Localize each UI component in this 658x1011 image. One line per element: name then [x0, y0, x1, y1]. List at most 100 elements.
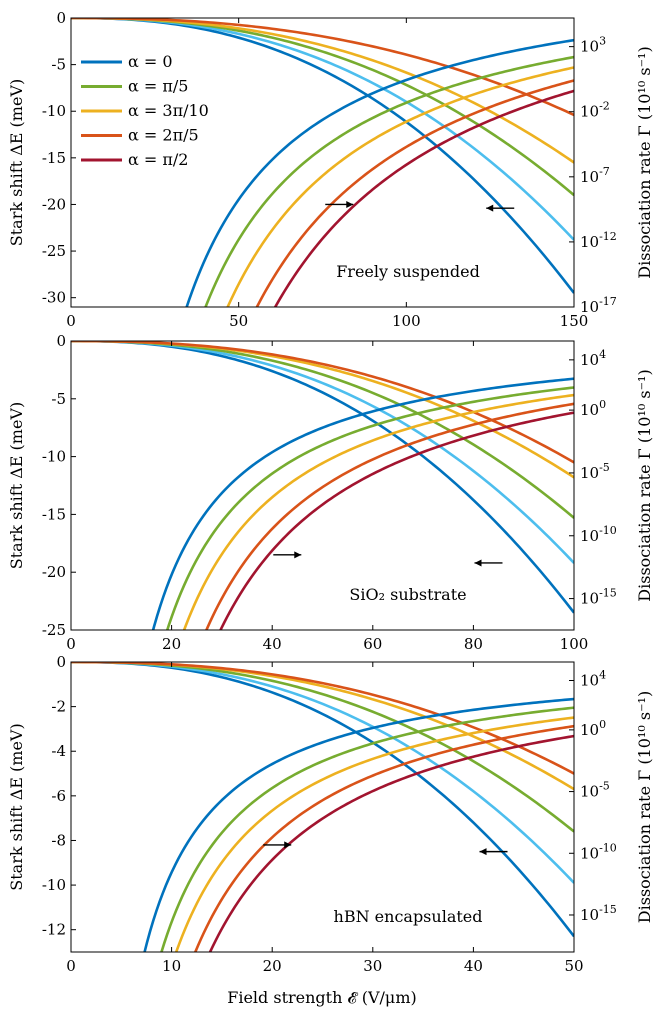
dissociation-rate-curve-4 — [205, 402, 574, 630]
x-tick-label: 100 — [560, 635, 589, 653]
dissociation-rate-curve-2 — [165, 386, 574, 630]
y-left-tick-label: -5 — [51, 56, 66, 74]
dissociation-rate-curve-3 — [174, 716, 574, 952]
y-right-tick-label: 10-12 — [580, 230, 617, 251]
y-left-tick-label: -10 — [42, 102, 66, 120]
dissociation-rate-curve-1 — [143, 697, 574, 952]
y-right-tick-label: 10-5 — [580, 780, 610, 801]
plot-area — [71, 341, 574, 630]
y-right-tick-label: 104 — [580, 348, 606, 369]
x-tick-label: 30 — [363, 957, 382, 975]
arrow-head — [486, 204, 494, 212]
y-left-axis-label: Stark shift ΔE (meV) — [7, 402, 26, 569]
y-left-tick-label: -20 — [42, 195, 66, 213]
x-tick-label: 40 — [263, 635, 282, 653]
axes-frame — [70, 17, 575, 308]
legend-label: α = 2π/5 — [128, 126, 199, 145]
stark-shift-curve-4 — [71, 662, 574, 791]
dissociation-rate-curve-1 — [185, 38, 574, 307]
y-right-axis-label: Dissociation rate Γ (10¹⁰ s⁻¹) — [635, 369, 654, 601]
arrow-head — [474, 559, 482, 567]
y-left-tick-label: -8 — [51, 831, 66, 849]
dissociation-rate-curve-4 — [255, 79, 574, 307]
y-right-tick-label: 104 — [580, 669, 606, 690]
panel-1: 0 50 100 150 0 -5 -10 -15 -20 -25 -30 103 10-2 10-7 10… — [7, 9, 654, 330]
y-left-tick-label: -2 — [51, 698, 66, 716]
arrow-right-icon — [325, 200, 354, 208]
dissociation-rate-curve-5 — [273, 89, 574, 307]
axes-frame — [70, 340, 575, 631]
arrow-head — [294, 551, 302, 559]
dissociation-rate-curve-2 — [204, 55, 574, 307]
x-tick-label: 20 — [263, 957, 282, 975]
y-left-tick-label: -15 — [42, 505, 66, 523]
x-tick-label: 0 — [66, 957, 76, 975]
y-right-tick-label: 10-15 — [580, 587, 617, 608]
panel-annotation: Freely suspended — [336, 262, 480, 281]
y-right-tick-label: 10-10 — [580, 841, 617, 862]
x-tick-label: 50 — [229, 312, 248, 330]
y-left-axis-label: Stark shift ΔE (meV) — [7, 79, 26, 246]
dissociation-rate-curve-4 — [193, 724, 574, 952]
x-axis-label: Field strength 𝓔 (V/μm) — [227, 988, 417, 1007]
x-tick-label: 20 — [162, 635, 181, 653]
x-tick-label: 150 — [560, 312, 589, 330]
panel-3: 0 10 20 30 40 50 0 -2 -4 -6 -8 -10 -12 104 100 10-5 10-1… — [7, 653, 654, 975]
y-right-axis-label: Dissociation rate Γ (10¹⁰ s⁻¹) — [635, 46, 654, 278]
legend-label: α = π/2 — [128, 150, 188, 169]
panel-annotation: hBN encapsulated — [334, 907, 483, 926]
dissociation-rate-curve-5 — [208, 734, 574, 952]
panel-annotation: SiO₂ substrate — [349, 585, 466, 604]
axes-frame — [70, 661, 575, 953]
panel-2: 0 20 40 60 80 100 0 -5 -10 -15 -20 -25 104 100 10-5 10-… — [7, 332, 654, 653]
x-tick-label: 10 — [162, 957, 181, 975]
legend: α = 0 α = π/5 α = 3π/10 α = 2π/5 α = π/2 — [81, 52, 209, 169]
arrow-head — [479, 848, 487, 856]
dissociation-rate-curve-3 — [182, 393, 574, 630]
arrow-right-icon — [273, 551, 302, 559]
y-left-tick-label: -12 — [42, 921, 66, 939]
y-right-tick-label: 10-17 — [580, 295, 617, 316]
legend-label: α = 3π/10 — [128, 101, 209, 120]
y-left-tick-label: -10 — [42, 876, 66, 894]
dissociation-rate-curve-3 — [226, 66, 574, 307]
plot-area — [71, 662, 574, 952]
stark-shift-curve-5 — [71, 662, 574, 775]
y-left-tick-label: -4 — [51, 742, 66, 760]
y-left-tick-label: -5 — [51, 390, 66, 408]
y-left-tick-label: -30 — [42, 289, 66, 307]
legend-label: α = π/5 — [128, 77, 188, 96]
y-left-tick-label: -6 — [51, 787, 66, 805]
y-left-tick-label: -25 — [42, 242, 66, 260]
y-right-tick-label: 10-2 — [580, 100, 610, 121]
stark-shift-curve-5 — [71, 18, 574, 117]
y-left-tick-label: 0 — [56, 653, 66, 671]
y-right-tick-label: 10-7 — [580, 165, 610, 186]
x-tick-label: 0 — [66, 312, 76, 330]
x-tick-label: 40 — [464, 957, 483, 975]
dissociation-rate-curve-2 — [160, 706, 574, 952]
y-left-tick-label: -15 — [42, 149, 66, 167]
legend-label: α = 0 — [128, 52, 173, 71]
x-tick-label: 60 — [363, 635, 382, 653]
x-tick-label: 50 — [564, 957, 583, 975]
arrow-head — [284, 841, 292, 849]
y-right-tick-label: 10-10 — [580, 524, 617, 545]
arrow-left-icon — [486, 204, 515, 212]
y-right-tick-label: 10-5 — [580, 461, 610, 482]
x-tick-label: 100 — [392, 312, 421, 330]
y-right-tick-label: 100 — [580, 718, 606, 739]
y-right-tick-label: 103 — [580, 35, 606, 56]
arrow-left-icon — [479, 848, 508, 856]
y-left-tick-label: -10 — [42, 448, 66, 466]
arrow-head — [346, 200, 354, 208]
y-right-tick-label: 100 — [580, 398, 606, 419]
dissociation-rate-curve-1 — [151, 377, 574, 630]
y-right-axis-label: Dissociation rate Γ (10¹⁰ s⁻¹) — [635, 691, 654, 923]
y-right-tick-label: 10-15 — [580, 903, 617, 924]
y-left-axis-label: Stark shift ΔE (meV) — [7, 723, 26, 890]
y-left-tick-label: 0 — [56, 9, 66, 27]
arrow-left-icon — [474, 559, 503, 567]
y-left-tick-label: 0 — [56, 332, 66, 350]
